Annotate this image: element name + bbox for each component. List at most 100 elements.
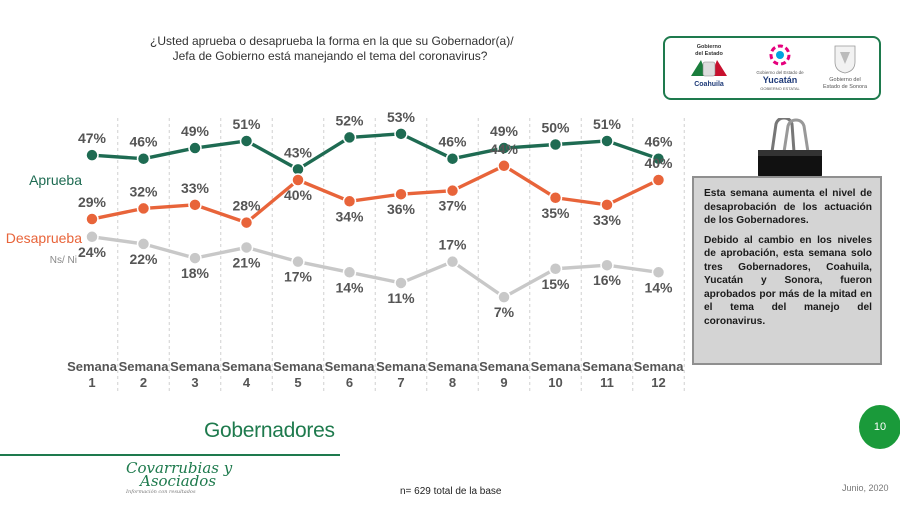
data-label: 53% [387,109,416,125]
data-label: 49% [181,123,210,139]
coahuila-logo: Gobierno del Estado Coahuila [681,44,737,88]
company-logo: Covarrubias y Asociados Información con … [126,459,233,496]
data-label: 36% [387,201,416,217]
question-line-1: ¿Usted aprueba o desaprueba la forma en … [150,34,514,48]
data-label: 14% [335,279,364,295]
data-label: 14% [644,279,673,295]
data-label: 33% [181,180,210,196]
data-label: 34% [335,208,364,224]
data-label: 29% [78,194,107,210]
series-legend: Aprueba Desaprueba Ns/ Ni [6,172,82,266]
data-label: 51% [593,116,622,132]
x-tick-label: Semana 11 [582,359,633,390]
data-point [445,254,460,269]
data-point [445,151,460,166]
series-lines [91,132,660,299]
insight-callout: Esta semana aumenta el nivel de desaprob… [692,176,882,365]
data-label: 11% [387,290,415,306]
data-point [291,254,305,269]
x-tick-label: Semana 6 [325,359,376,390]
x-tick-label: Semana 4 [222,359,273,390]
data-labels: 47% 46% 49% 51% 43% 52% 53% 46% 49% 50% 51% 46% 29% 3… [78,109,673,320]
data-point [85,148,99,162]
data-point [188,198,202,212]
question-line-2: Jefa de Gobierno está manejando el tema … [172,49,488,63]
survey-question: ¿Usted aprueba o desaprueba la forma en … [150,34,514,64]
data-label: 16% [593,272,622,288]
data-point [548,262,563,276]
data-point [342,194,357,209]
data-label: 32% [129,183,158,199]
data-point [239,134,254,148]
data-label: 52% [335,112,364,128]
data-label: 22% [129,251,158,267]
data-label: 37% [438,198,467,214]
data-point [497,290,511,304]
legend-label: Desaprueba [6,230,82,246]
x-tick-label: Semana 1 [67,359,118,390]
legend-label: Aprueba [29,172,82,188]
data-label: 40% [284,187,313,203]
x-tick-label: Semana 9 [479,359,530,390]
data-point [600,258,614,272]
data-point [136,201,151,216]
x-tick-label: Semana 3 [170,359,221,390]
data-label: 51% [232,116,261,132]
callout-paragraph-2: Debido al cambio en los niveles de aprob… [704,234,872,327]
coahuila-crest-icon [691,60,727,77]
data-label: 43% [284,144,313,160]
data-label: 46% [129,134,158,150]
series-line [91,132,660,172]
sample-size-note: n= 629 total de la base [400,486,502,497]
data-point [600,198,614,212]
data-label: 33% [593,212,622,228]
data-label: 15% [541,276,570,292]
data-point [85,212,99,226]
x-tick-label: Semana 8 [428,359,479,390]
data-label: 50% [541,120,570,136]
report-date: Junio, 2020 [842,483,889,493]
data-label: 47% [78,130,107,146]
page-number-badge: 10 [859,405,900,449]
data-point [239,240,254,255]
data-label: 40% [644,155,673,171]
data-label: 35% [541,205,570,221]
sonora-logo: Gobierno del Estado de Sonora [815,44,875,91]
data-label: 46% [438,134,467,150]
data-label: 24% [78,244,107,260]
data-point [342,265,357,280]
data-label: 44% [490,141,519,157]
section-divider [0,454,340,456]
data-point [188,141,202,155]
series-line [91,235,659,299]
trend-line-chart: 47% 46% 49% 51% 43% 52% 53% 46% 49% 50% 51% 46% 29% 3… [6,109,685,392]
gridlines [117,118,685,392]
data-point [600,134,614,148]
yucatan-emblem-icon [769,44,791,66]
data-label: 21% [232,254,261,270]
section-title: Gobernadores [204,419,335,442]
data-point [445,183,460,198]
yucatan-logo: Gobierno del Estado de Yucatán GOBIERNO … [749,44,811,92]
x-tick-label: Semana 12 [634,359,685,390]
binder-clip-icon [758,118,822,178]
series-line [91,164,660,225]
data-point [394,187,408,201]
data-points [85,127,666,304]
state-logos-box: Gobierno del Estado Coahuila Gobierno de… [663,36,881,100]
data-point [497,159,511,173]
data-point [394,276,408,290]
data-point [548,191,563,205]
x-tick-label: Semana 2 [119,359,170,390]
data-point [188,251,202,265]
data-point [136,237,151,251]
data-point [394,127,408,141]
data-point [651,265,666,280]
data-label: 7% [494,304,515,320]
data-point [85,230,99,244]
data-point [239,215,254,230]
data-label: 17% [438,237,467,253]
callout-paragraph-1: Esta semana aumenta el nivel de desaprob… [704,188,872,226]
legend-label: Ns/ Ni [50,255,77,266]
